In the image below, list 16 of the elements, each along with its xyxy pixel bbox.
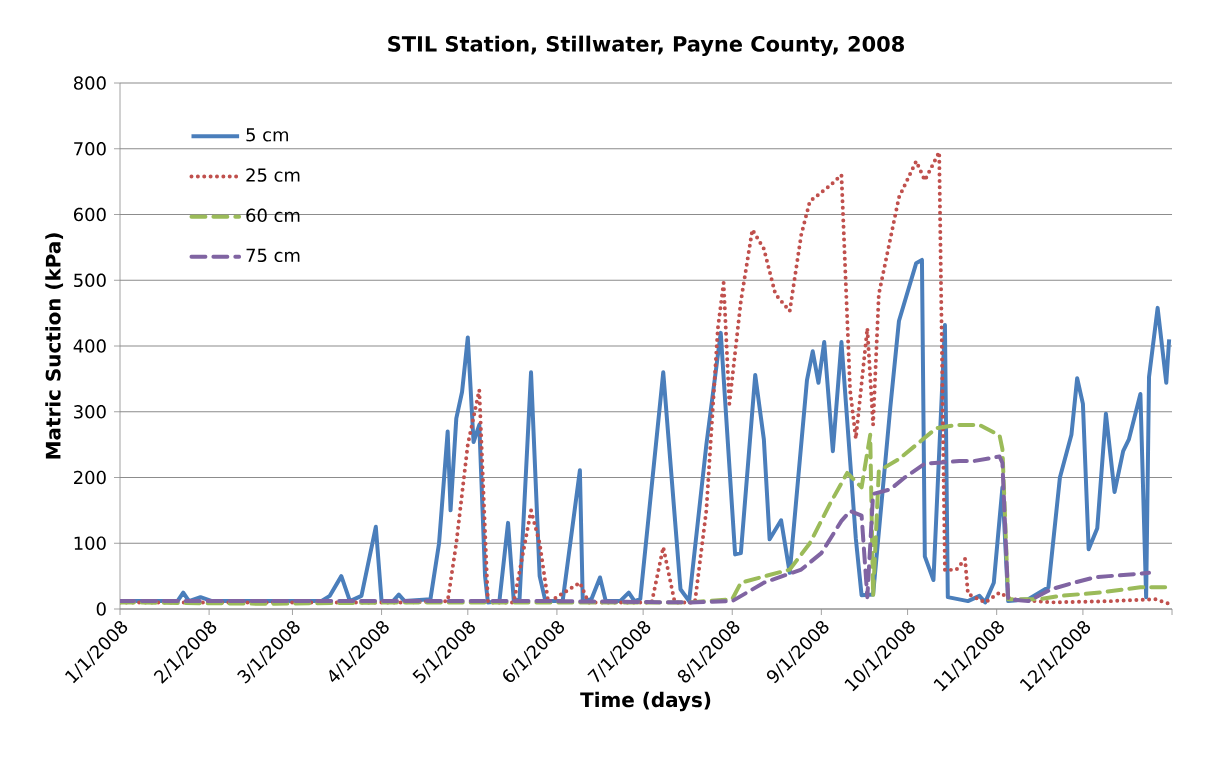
y-tick-label: 200 bbox=[74, 470, 106, 485]
y-axis-title: Matric Suction (kPa) bbox=[45, 233, 64, 459]
y-tick-label: 100 bbox=[74, 536, 106, 551]
chart-title: STIL Station, Stillwater, Payne County, 2008 bbox=[388, 35, 904, 56]
y-tick-label: 400 bbox=[73, 339, 106, 353]
y-tick-label: 500 bbox=[74, 273, 106, 288]
legend-label: 25 cm bbox=[246, 168, 300, 182]
legend-label: 5 cm bbox=[246, 128, 288, 142]
legend-label: 60 cm bbox=[246, 208, 300, 223]
y-tick-label: 700 bbox=[74, 141, 106, 156]
legend-label: 75 cm bbox=[246, 248, 300, 263]
y-tick-label: 600 bbox=[73, 207, 106, 222]
y-tick-label: 0 bbox=[96, 602, 106, 616]
y-tick-label: 300 bbox=[74, 404, 106, 419]
x-axis-title: Time (days) bbox=[580, 691, 711, 712]
y-tick-label: 800 bbox=[73, 76, 106, 90]
